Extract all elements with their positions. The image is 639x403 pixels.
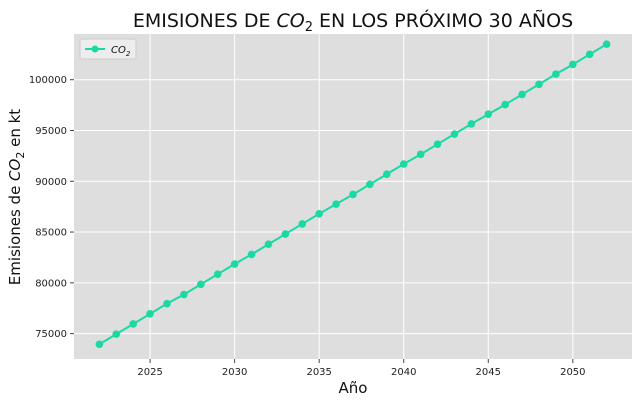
co2-data-point	[112, 330, 121, 338]
co2-data-point	[569, 60, 577, 69]
co2-data-point	[535, 80, 543, 89]
co2-data-point	[349, 190, 357, 199]
legend-box	[79, 38, 137, 60]
x-tick-label: 2030	[222, 367, 247, 378]
co2-data-point	[484, 110, 493, 119]
co2-data-point	[501, 100, 509, 109]
co2-data-point	[213, 270, 222, 279]
co2-data-point	[163, 299, 171, 308]
y-tick-label: 100000	[29, 75, 67, 86]
legend-marker-swatch	[91, 45, 99, 53]
co2-data-point	[399, 160, 408, 168]
x-tick-label: 2025	[137, 367, 162, 378]
co2-data-point	[366, 180, 374, 189]
x-tick-label: 2040	[391, 367, 416, 378]
co2-data-point	[197, 280, 205, 289]
co2-data-point	[585, 50, 594, 59]
co2-data-point	[467, 120, 476, 128]
co2-data-point	[180, 290, 188, 299]
y-tick-label: 95000	[35, 126, 67, 137]
co2-data-point	[450, 130, 459, 138]
x-axis-title: Año	[339, 379, 368, 397]
y-tick-label: 90000	[35, 177, 67, 188]
co2-data-point	[552, 70, 560, 78]
y-tick-label: 85000	[35, 228, 67, 239]
co2-data-point	[332, 200, 340, 208]
co2-data-point	[230, 260, 239, 268]
co2-data-point	[433, 140, 442, 148]
co2-data-point	[281, 230, 290, 238]
co2-data-point	[383, 170, 391, 178]
co2-data-point	[518, 90, 526, 99]
x-tick-label: 2050	[560, 367, 585, 378]
co2-data-point	[146, 310, 154, 318]
co2-data-point	[416, 150, 425, 159]
co2-data-point	[298, 220, 307, 228]
co2-data-point	[264, 240, 273, 249]
y-tick-label: 80000	[35, 278, 67, 289]
x-tick-label: 2045	[476, 367, 501, 378]
co2-series-markers	[95, 40, 611, 349]
co2-data-point	[247, 250, 256, 259]
chart-title: EMISIONES DE CO2 EN LOS PRÓXIMO 30 AÑOS	[133, 8, 573, 35]
co2-data-point	[315, 209, 323, 218]
x-axis-ticks: 2025 2030 2035 2040 2045 2050	[137, 359, 586, 378]
x-tick-label: 2035	[306, 367, 331, 378]
y-axis-ticks: 75000 80000 85000 90000 95000 100000	[29, 75, 74, 340]
y-axis-title: Emisiones de CO2 en kt	[6, 109, 27, 286]
legend: CO2	[79, 38, 137, 60]
grid-lines	[74, 34, 632, 359]
co2-data-point	[95, 340, 104, 349]
y-tick-label: 75000	[35, 329, 67, 340]
co2-data-point	[129, 320, 137, 328]
co2-data-point	[602, 40, 611, 48]
legend-label-co2: CO2	[111, 45, 131, 58]
